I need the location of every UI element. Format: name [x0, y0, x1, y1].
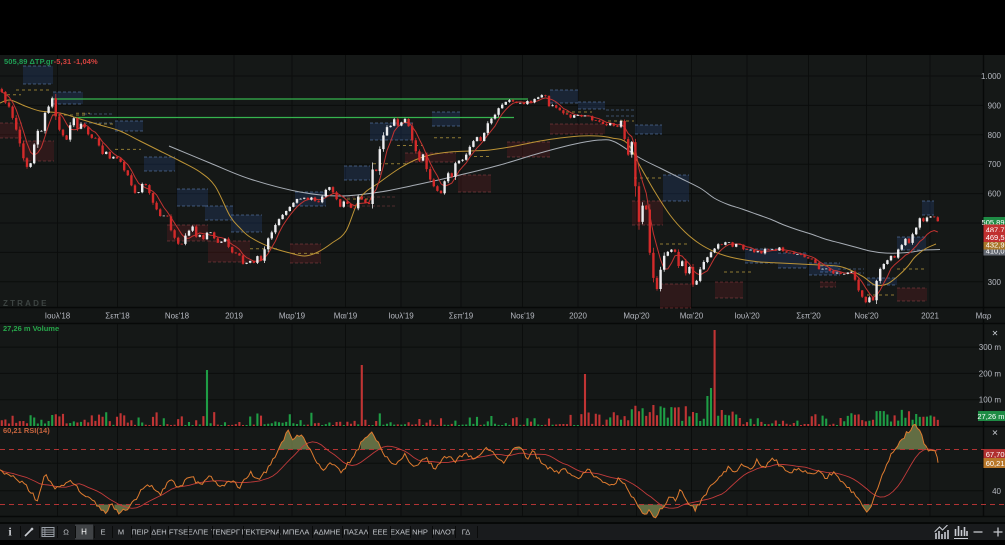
svg-text:✕: ✕ — [992, 429, 999, 438]
svg-text:Σεπ'19: Σεπ'19 — [449, 312, 474, 321]
svg-text:100 m: 100 m — [979, 396, 1002, 405]
svg-text:2019: 2019 — [225, 312, 243, 321]
svg-text:27,26 m Volume: 27,26 m Volume — [3, 324, 59, 333]
svg-text:Ιουλ'20: Ιουλ'20 — [734, 312, 760, 321]
svg-text:469,5: 469,5 — [986, 233, 1005, 242]
svg-text:Μαι'19: Μαι'19 — [334, 312, 358, 321]
svg-text:ZTRADE: ZTRADE — [3, 299, 49, 308]
svg-text:Νοε'18: Νοε'18 — [165, 312, 190, 321]
svg-text:Μαι'20: Μαι'20 — [680, 312, 704, 321]
svg-text:Ιουλ'18: Ιουλ'18 — [45, 312, 71, 321]
svg-text:700: 700 — [988, 160, 1002, 169]
svg-text:Νοε'19: Νοε'19 — [510, 312, 535, 321]
svg-text:300: 300 — [988, 278, 1002, 287]
svg-text:200 m: 200 m — [979, 369, 1002, 378]
svg-text:800: 800 — [988, 131, 1002, 140]
svg-text:Μαρ'20: Μαρ'20 — [623, 312, 650, 321]
svg-text:Σεπ'20: Σεπ'20 — [796, 312, 821, 321]
svg-text:Νοε'20: Νοε'20 — [854, 312, 879, 321]
svg-text:✕: ✕ — [992, 329, 999, 338]
svg-text:600: 600 — [988, 190, 1002, 199]
svg-text:60,21 RSI(14): 60,21 RSI(14) — [3, 426, 50, 435]
svg-text:Ιουλ'19: Ιουλ'19 — [388, 312, 414, 321]
svg-text:40: 40 — [992, 487, 1001, 496]
svg-text:2020: 2020 — [569, 312, 587, 321]
svg-text:Μαρ: Μαρ — [976, 312, 992, 321]
svg-text:505,89 ΔTP.gr-5,31 -1,04%: 505,89 ΔTP.gr-5,31 -1,04% — [4, 57, 98, 66]
svg-text:2021: 2021 — [921, 312, 939, 321]
svg-text:900: 900 — [988, 101, 1002, 110]
svg-text:300 m: 300 m — [979, 343, 1002, 352]
svg-text:Σεπ'18: Σεπ'18 — [105, 312, 130, 321]
svg-text:60,21: 60,21 — [986, 459, 1005, 468]
svg-text:67,70: 67,70 — [986, 450, 1005, 459]
svg-text:1.000: 1.000 — [981, 72, 1002, 81]
svg-text:Μαρ'19: Μαρ'19 — [279, 312, 306, 321]
svg-text:27,26 m: 27,26 m — [977, 412, 1004, 421]
